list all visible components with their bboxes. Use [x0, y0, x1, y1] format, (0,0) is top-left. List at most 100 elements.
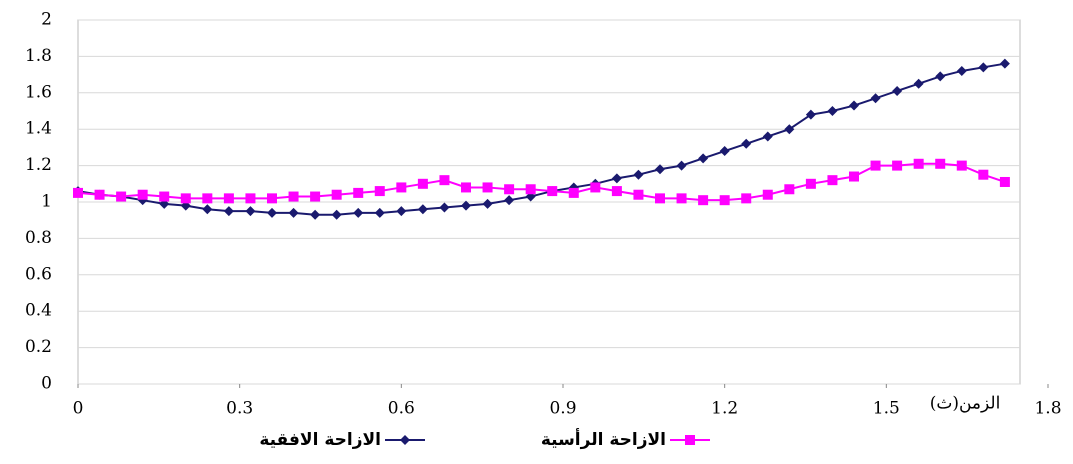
- point: [267, 207, 277, 218]
- point: [353, 187, 364, 198]
- point: [310, 191, 321, 202]
- x-axis-label: الزمن(ث): [930, 394, 1001, 414]
- point: [676, 160, 687, 171]
- y-tick-label: 0.2: [25, 337, 52, 357]
- point: [202, 193, 213, 204]
- point: [331, 189, 342, 200]
- point: [913, 158, 924, 169]
- point: [504, 184, 515, 195]
- point: [633, 169, 644, 180]
- legend-label: الازاحة الرأسية: [541, 428, 666, 450]
- point: [892, 160, 903, 171]
- point: [504, 195, 515, 206]
- point: [999, 176, 1010, 187]
- point: [396, 182, 407, 193]
- point: [741, 193, 752, 204]
- point: [374, 186, 385, 197]
- point: [396, 206, 407, 217]
- x-tick-label: 0.3: [226, 399, 253, 419]
- x-tick-label: 1.8: [1034, 399, 1061, 419]
- point: [719, 146, 730, 157]
- point: [525, 184, 536, 195]
- legend-marker: [400, 435, 410, 445]
- point: [310, 209, 321, 220]
- point: [870, 93, 881, 104]
- point: [223, 206, 234, 217]
- point: [999, 58, 1010, 69]
- point: [374, 207, 385, 218]
- point: [719, 195, 730, 206]
- point: [245, 193, 256, 204]
- point: [202, 204, 213, 215]
- point: [461, 182, 471, 193]
- legend-label: الازاحة الافقية: [259, 430, 381, 450]
- point: [331, 209, 342, 220]
- legend: الازاحة الافقية الازاحة الرأسية: [259, 428, 710, 450]
- point: [288, 191, 299, 202]
- point: [439, 175, 450, 186]
- point: [892, 85, 903, 96]
- point: [611, 173, 622, 184]
- point: [267, 193, 277, 204]
- point: [762, 131, 773, 142]
- y-tick-label: 1.6: [25, 82, 52, 102]
- y-tick-label: 0: [41, 374, 52, 394]
- point: [288, 207, 299, 218]
- legend-marker: [685, 435, 695, 445]
- point: [611, 186, 622, 197]
- point: [827, 175, 838, 186]
- point: [870, 160, 881, 171]
- point: [849, 100, 859, 111]
- point: [482, 198, 493, 209]
- y-tick-label: 1.4: [25, 119, 52, 139]
- y-tick-label: 0.6: [25, 264, 52, 284]
- y-tick-label: 0.8: [25, 228, 52, 248]
- point: [417, 178, 428, 189]
- y-tick-label: 0.4: [25, 301, 52, 321]
- point: [784, 124, 795, 135]
- y-tick-label: 1: [41, 192, 52, 212]
- point: [159, 191, 170, 202]
- point: [417, 204, 428, 215]
- point: [698, 153, 709, 164]
- point: [94, 189, 105, 200]
- x-tick-label: 0: [73, 399, 84, 419]
- point: [956, 160, 967, 171]
- y-tick-label: 1.8: [25, 46, 52, 66]
- point: [137, 189, 148, 200]
- point: [655, 164, 665, 175]
- series: [73, 58, 1010, 220]
- x-tick-label: 0.6: [388, 399, 415, 419]
- point: [978, 62, 989, 73]
- point: [73, 187, 83, 198]
- series-line: [77, 62, 1006, 216]
- point: [913, 78, 924, 89]
- point: [568, 187, 579, 198]
- point: [978, 169, 989, 180]
- y-tick-label: 2: [41, 10, 52, 30]
- point: [741, 138, 752, 149]
- point: [353, 207, 364, 218]
- point: [805, 109, 816, 120]
- point: [935, 158, 946, 169]
- point: [849, 171, 859, 182]
- point: [676, 193, 687, 204]
- point: [784, 184, 795, 195]
- point: [590, 182, 601, 193]
- y-tick-label: 1.2: [25, 155, 52, 175]
- point: [956, 65, 967, 76]
- x-tick-label: 1.2: [711, 399, 738, 419]
- point: [180, 193, 191, 204]
- point: [762, 189, 773, 200]
- point: [439, 202, 450, 213]
- point: [547, 186, 558, 197]
- point: [116, 191, 127, 202]
- point: [482, 182, 493, 193]
- x-tick-label: 0.9: [549, 399, 576, 419]
- point: [935, 71, 946, 82]
- point: [245, 206, 256, 217]
- point: [461, 200, 471, 211]
- point: [223, 193, 234, 204]
- point: [655, 193, 665, 204]
